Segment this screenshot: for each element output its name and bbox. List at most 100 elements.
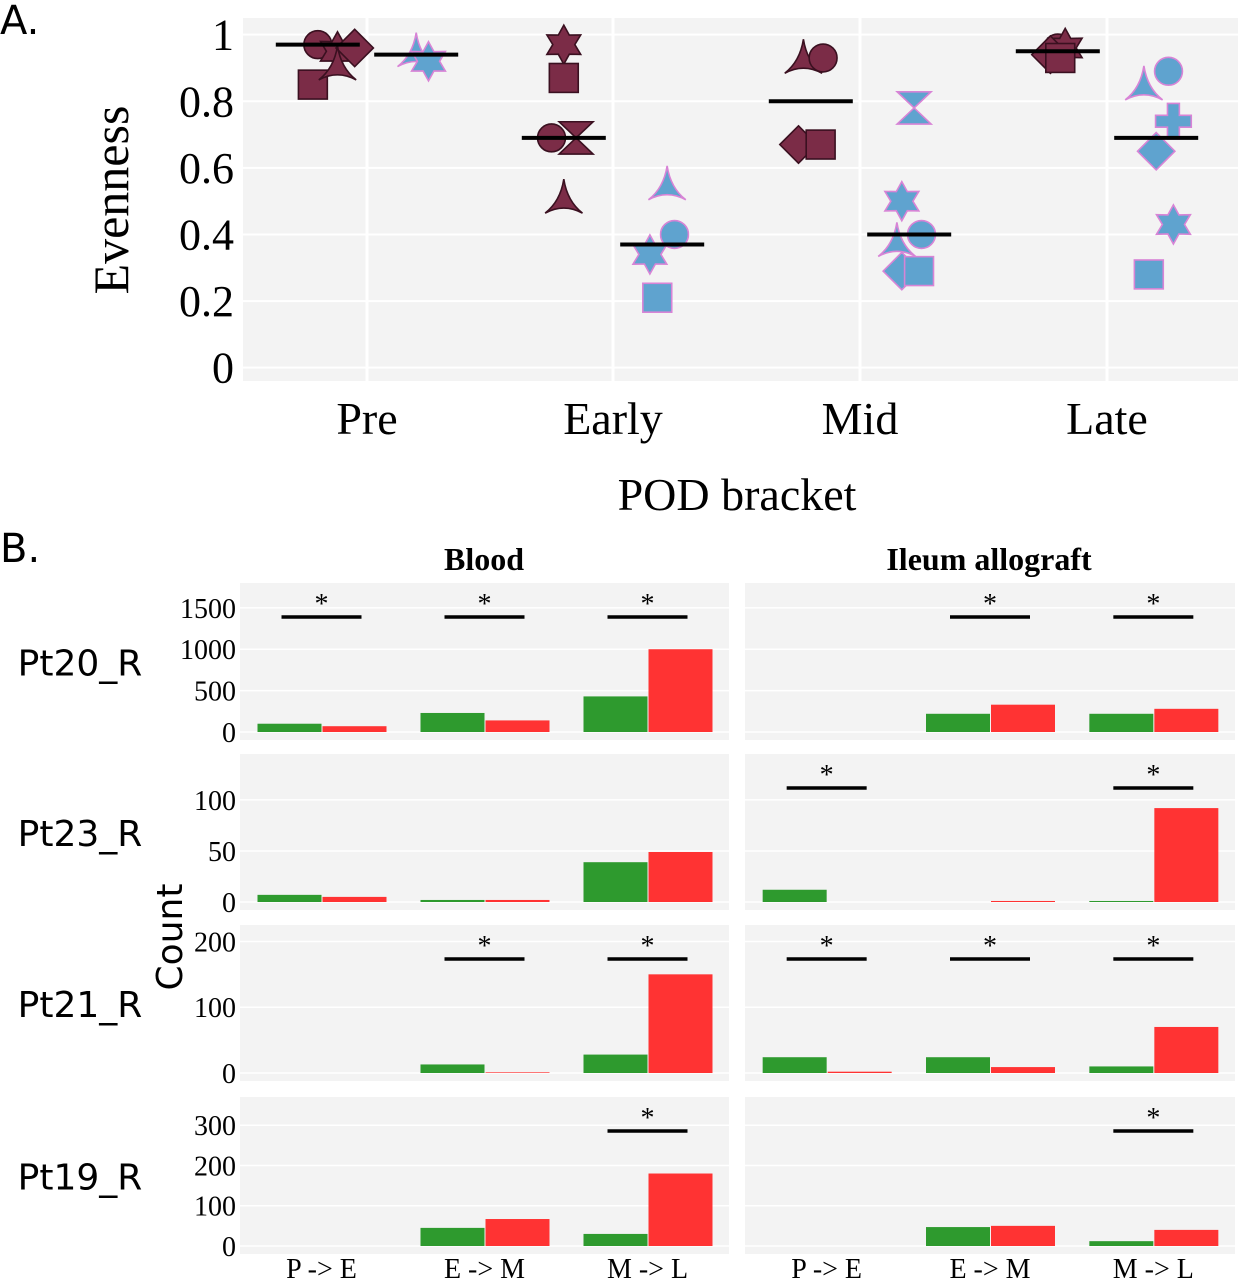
significance-asterisk: * bbox=[983, 931, 997, 962]
panel-b-label: B. bbox=[0, 526, 40, 572]
panel-a-x-axis-label: POD bracket bbox=[618, 469, 857, 520]
significance-asterisk: * bbox=[478, 931, 492, 962]
bar-green bbox=[1089, 713, 1154, 732]
panel-b-x-tick-label: E -> M bbox=[949, 1254, 1030, 1280]
patient-row-label: Pt21_R bbox=[18, 985, 143, 1026]
panel-a-y-tick-label: 0 bbox=[212, 344, 234, 393]
bar-green bbox=[1089, 1066, 1154, 1073]
significance-asterisk: * bbox=[983, 589, 997, 620]
data-point-square bbox=[903, 255, 935, 287]
panel-b-y-tick-label: 1000 bbox=[180, 635, 236, 666]
significance-asterisk: * bbox=[478, 589, 492, 620]
bar-red bbox=[485, 1219, 550, 1246]
data-point-diamond bbox=[334, 28, 375, 68]
significance-asterisk: * bbox=[1146, 760, 1160, 791]
column-title-blood: Blood bbox=[444, 541, 524, 577]
panel-a-y-tick-label: 0.8 bbox=[179, 77, 234, 126]
bar-green bbox=[926, 1057, 990, 1073]
panel-b-y-tick-label: 0 bbox=[222, 1232, 236, 1263]
panel-b-y-tick-label: 0 bbox=[222, 1059, 236, 1090]
bar-red bbox=[1154, 808, 1219, 902]
significance-asterisk: * bbox=[315, 589, 329, 620]
bar-green bbox=[257, 894, 322, 902]
panel-b-y-tick-label: 0 bbox=[222, 718, 236, 749]
bar-green bbox=[420, 712, 485, 732]
panel-a-y-tick-label: 0.2 bbox=[179, 277, 234, 326]
data-point-triangle bbox=[544, 179, 583, 214]
significance-asterisk: * bbox=[820, 931, 834, 962]
panel-a-label: A. bbox=[0, 0, 39, 44]
bar-green bbox=[762, 1057, 827, 1073]
bar-green bbox=[583, 696, 648, 732]
bar-green bbox=[1089, 900, 1154, 902]
data-point-square bbox=[548, 62, 580, 94]
panel-b-y-tick-label: 0 bbox=[222, 888, 236, 919]
panel-a-y-tick-label: 1 bbox=[212, 11, 234, 60]
bar-green bbox=[583, 1233, 648, 1246]
bar-red bbox=[991, 1067, 1055, 1073]
bar-panel-background bbox=[745, 754, 1235, 910]
data-point-star bbox=[410, 40, 447, 83]
bar-red bbox=[648, 649, 713, 732]
panel-a-y-tick-label: 0.4 bbox=[179, 210, 234, 259]
bar-red bbox=[991, 704, 1055, 732]
bar-red bbox=[322, 726, 387, 732]
data-point-triangle bbox=[647, 165, 687, 201]
bar-panel-background bbox=[745, 925, 1235, 1081]
panel-a-y-axis-label: Evenness bbox=[83, 106, 139, 295]
bar-red bbox=[1154, 708, 1219, 732]
data-point-circle bbox=[659, 219, 690, 250]
data-point-circle bbox=[1153, 56, 1184, 87]
bar-red bbox=[991, 900, 1055, 902]
significance-asterisk: * bbox=[820, 760, 834, 791]
panel-a-x-tick-label: Pre bbox=[336, 393, 397, 444]
panel-a-scatter-plot: 0 0.2 0.4 0.6 0.8 1 Pre Early Mid Late bbox=[179, 11, 1238, 444]
bar-green bbox=[420, 899, 485, 902]
data-point-diamond bbox=[1136, 131, 1177, 172]
data-point-square bbox=[1045, 42, 1076, 74]
bar-red bbox=[322, 896, 387, 902]
bar-red bbox=[1154, 1026, 1219, 1073]
panel-b-y-tick-label: 100 bbox=[194, 786, 236, 817]
panel-b-y-tick-label: 100 bbox=[194, 993, 236, 1024]
panel-b-y-tick-label: 200 bbox=[194, 1151, 236, 1182]
bar-red bbox=[827, 1071, 892, 1073]
significance-asterisk: * bbox=[641, 931, 655, 962]
bar-green bbox=[583, 862, 648, 902]
panel-b-y-tick-label: 1500 bbox=[180, 594, 236, 625]
panel-b-x-tick-label: E -> M bbox=[444, 1254, 525, 1280]
panel-b-y-tick-label: 500 bbox=[194, 677, 236, 708]
bar-green bbox=[257, 723, 322, 732]
bar-red bbox=[485, 720, 550, 732]
bar-green bbox=[1089, 1241, 1154, 1246]
bar-panel-background bbox=[240, 1097, 729, 1254]
bar-green bbox=[420, 1227, 485, 1246]
panel-b-y-tick-label: 300 bbox=[194, 1111, 236, 1142]
bar-green bbox=[926, 1227, 990, 1246]
data-point-star bbox=[883, 179, 921, 223]
panel-b-y-tick-label: 200 bbox=[194, 927, 236, 958]
bar-green bbox=[583, 1054, 648, 1073]
panel-a-x-tick-label: Late bbox=[1066, 393, 1148, 444]
data-point-circle bbox=[808, 43, 838, 73]
bar-red bbox=[648, 1173, 713, 1246]
panel-b-x-tick-label: P -> E bbox=[791, 1254, 862, 1280]
data-point-triangle bbox=[1124, 65, 1164, 101]
data-point-square bbox=[642, 282, 673, 313]
patient-row-label: Pt20_R bbox=[18, 644, 143, 685]
significance-asterisk: * bbox=[641, 589, 655, 620]
panel-b-y-tick-label: 100 bbox=[194, 1192, 236, 1223]
data-point-hourglass bbox=[895, 90, 934, 125]
panel-a-x-tick-label: Mid bbox=[822, 393, 899, 444]
significance-asterisk: * bbox=[1146, 589, 1160, 620]
panel-b-y-tick-label: 50 bbox=[208, 837, 236, 868]
significance-asterisk: * bbox=[1146, 931, 1160, 962]
patient-row-label: Pt19_R bbox=[18, 1158, 143, 1199]
panel-b-x-tick-label: P -> E bbox=[286, 1254, 357, 1280]
bar-red bbox=[648, 974, 713, 1073]
bar-green bbox=[926, 713, 990, 732]
data-point-triangle bbox=[877, 222, 917, 258]
data-point-square bbox=[805, 129, 836, 160]
panel-a-x-tick-label: Early bbox=[563, 393, 663, 444]
